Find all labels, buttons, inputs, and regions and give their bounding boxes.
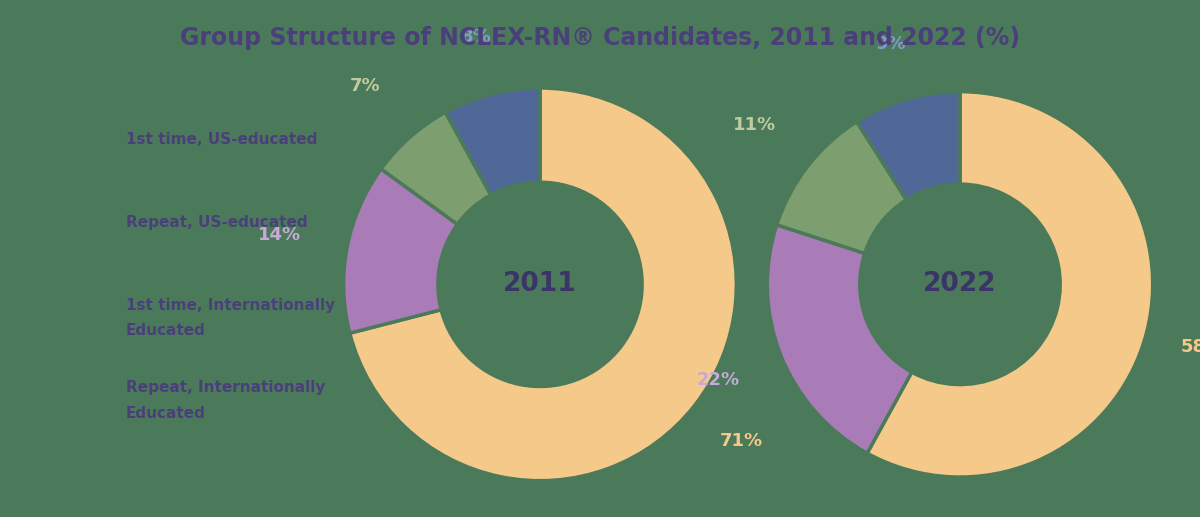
Wedge shape [868, 92, 1153, 477]
Wedge shape [857, 92, 960, 200]
Text: 22%: 22% [696, 371, 739, 389]
Text: 14%: 14% [258, 226, 301, 244]
Text: Group Structure of NCLEX-RN® Candidates, 2011 and 2022 (%): Group Structure of NCLEX-RN® Candidates,… [180, 26, 1020, 50]
Text: 71%: 71% [720, 432, 763, 450]
Text: Educated: Educated [126, 406, 206, 421]
Text: 2022: 2022 [923, 271, 997, 297]
Text: 8%: 8% [461, 28, 492, 46]
Text: Educated: Educated [126, 323, 206, 339]
Text: Repeat, US-educated: Repeat, US-educated [126, 215, 307, 230]
Wedge shape [776, 121, 906, 253]
Text: 1st time, US-educated: 1st time, US-educated [126, 132, 317, 147]
Text: 1st time, Internationally: 1st time, Internationally [126, 297, 335, 313]
Text: 9%: 9% [875, 35, 906, 53]
Text: Repeat, Internationally: Repeat, Internationally [126, 380, 325, 396]
Text: 2011: 2011 [503, 271, 577, 297]
Wedge shape [343, 169, 457, 333]
Wedge shape [767, 225, 912, 453]
Wedge shape [350, 88, 737, 481]
Wedge shape [382, 112, 491, 224]
Wedge shape [445, 88, 540, 195]
Text: 58%: 58% [1181, 338, 1200, 356]
Text: 7%: 7% [349, 77, 380, 95]
Text: 11%: 11% [733, 116, 776, 134]
